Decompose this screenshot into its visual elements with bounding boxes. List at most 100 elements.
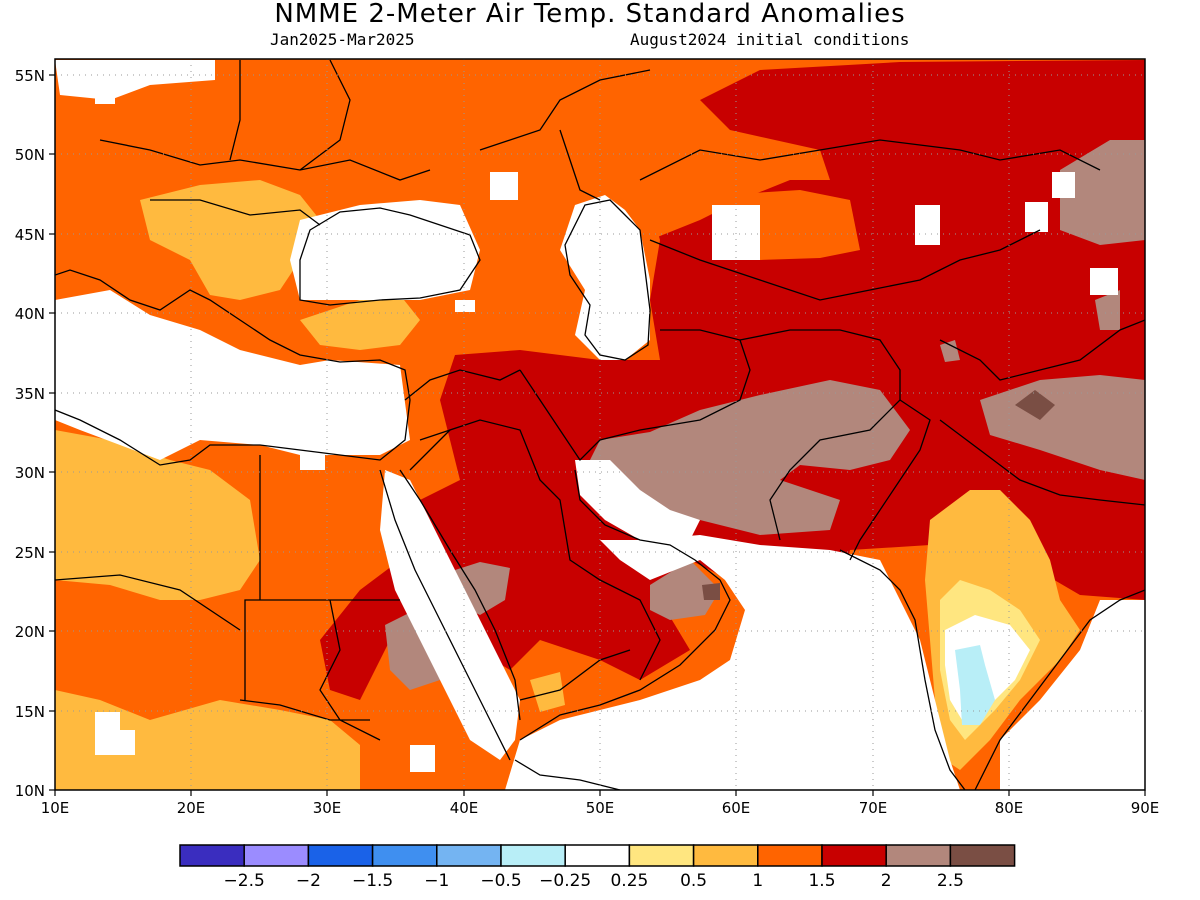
initial-conditions: August2024 initial conditions	[630, 30, 910, 49]
border-china	[939, 319, 1145, 381]
boundaries	[55, 59, 1145, 790]
colorbar-label: 1	[752, 871, 763, 891]
field-lightorange-yemen	[530, 672, 565, 712]
lon-label-90E: 90E	[1131, 799, 1160, 817]
colorbar-swatch	[179, 844, 245, 867]
field-chad	[95, 712, 135, 755]
coast-mediterranean	[55, 269, 411, 466]
border-himalaya	[939, 419, 1145, 506]
colorbar-label: 1.5	[808, 871, 835, 891]
field-dark-brown-tibet	[1015, 390, 1055, 420]
colorbar-swatch	[243, 844, 310, 867]
colorbar-label: 2.5	[937, 871, 964, 891]
border-pakistan-india	[849, 399, 931, 561]
field-brown-ne2	[1095, 290, 1120, 330]
colorbar-label: −1	[424, 871, 449, 891]
colorbar-swatch	[692, 844, 759, 867]
colorbar-swatch	[307, 844, 374, 867]
lon-label-20E: 20E	[177, 799, 206, 817]
lon-labels: 10E 20E 30E 40E 50E 60E 70E 80E 90E	[41, 799, 1160, 817]
lat-label-10N: 10N	[15, 782, 45, 800]
lat-label-55N: 55N	[15, 67, 45, 85]
field-mediterranean	[55, 290, 410, 460]
coast-india	[839, 549, 1145, 790]
field-lightorange-turkey	[300, 295, 420, 350]
coast-redsea	[379, 469, 521, 761]
border-europe-2	[150, 199, 321, 226]
lon-label-50E: 50E	[586, 799, 615, 817]
colorbar-label: −2	[296, 871, 321, 891]
field-brown-iran	[590, 380, 910, 535]
colorbar	[179, 844, 1016, 867]
tick-marks	[49, 74, 1146, 796]
field-blacksea	[290, 200, 480, 300]
lon-label-80E: 80E	[995, 799, 1024, 817]
colorbar-swatch	[757, 844, 823, 867]
coast-arabia	[519, 469, 731, 741]
field-persian-gulf	[575, 460, 700, 540]
lat-label-20N: 20N	[15, 623, 45, 641]
border-arabia	[409, 419, 661, 681]
border-europe-1	[99, 139, 431, 181]
field-brown-oman	[650, 560, 720, 620]
colorbar-label: −0.25	[539, 871, 591, 891]
field-tibet-lake	[1090, 268, 1118, 295]
lat-label-45N: 45N	[15, 226, 45, 244]
lon-label-70E: 70E	[859, 799, 888, 817]
border-yemen	[519, 649, 631, 701]
lat-label-30N: 30N	[15, 464, 45, 482]
field-tana	[410, 745, 435, 772]
colorbar-swatch	[436, 844, 502, 867]
colorbar-label: 0.25	[610, 871, 648, 891]
colorbar-swatch	[885, 844, 952, 867]
colorbar-swatch	[500, 844, 566, 867]
border-europe-3	[229, 59, 351, 171]
field-brown-pamir	[940, 340, 960, 362]
field-caspian	[560, 195, 650, 360]
lat-label-25N: 25N	[15, 544, 45, 562]
border-kazakh	[639, 139, 1101, 181]
lon-label-40E: 40E	[450, 799, 479, 817]
field-arabian-sea	[505, 535, 960, 790]
lat-label-40N: 40N	[15, 305, 45, 323]
lon-label-10E: 10E	[41, 799, 70, 817]
field-lightorange-africa-s	[55, 690, 360, 790]
colorbar-swatch	[628, 844, 695, 867]
colorbar-label: 0.5	[680, 871, 707, 891]
field-baikal-edge	[1052, 172, 1075, 198]
lon-label-60E: 60E	[722, 799, 751, 817]
forecast-period: Jan2025-Mar2025	[270, 30, 415, 49]
lat-labels: 55N 50N 45N 40N 35N 30N 25N 20N 15N 10N	[15, 67, 45, 800]
colorbar-label: −0.5	[480, 871, 521, 891]
colorbar-label: −2.5	[224, 871, 265, 891]
field-bay-bengal	[1000, 600, 1145, 790]
field-vansea	[455, 300, 475, 312]
field-darkbrown-oman	[702, 583, 720, 600]
field-red-sea	[380, 470, 520, 760]
colorbar-swatch	[564, 844, 631, 867]
lat-label-15N: 15N	[15, 703, 45, 721]
field-issyk	[1025, 202, 1048, 232]
border-iran	[519, 329, 751, 462]
border-levant	[404, 369, 521, 441]
field-aswan	[300, 455, 325, 470]
colorbar-swatch	[821, 844, 887, 867]
field-balkhash	[915, 205, 940, 245]
border-russia	[479, 69, 651, 201]
field-ladoga	[95, 90, 115, 104]
anomaly-field	[55, 59, 1145, 790]
colorbar-label: 2	[881, 871, 892, 891]
field-azov	[490, 172, 518, 200]
border-africa-2	[239, 599, 381, 741]
field-brown-ne	[1060, 140, 1145, 245]
field-aral	[712, 205, 760, 260]
field-lightblue-india	[955, 645, 995, 725]
colorbar-labels: −2.5 −2 −1.5 −1 −0.5 −0.25 0.25 0.5 1 1.5 2 2.5	[224, 871, 964, 891]
lon-label-30E: 30E	[313, 799, 342, 817]
border-central-asia	[649, 229, 1041, 301]
coast-caspian	[564, 199, 651, 361]
lat-label-50N: 50N	[15, 146, 45, 164]
colorbar-label: −1.5	[352, 871, 393, 891]
field-lightorange-africa-nw	[55, 430, 260, 600]
